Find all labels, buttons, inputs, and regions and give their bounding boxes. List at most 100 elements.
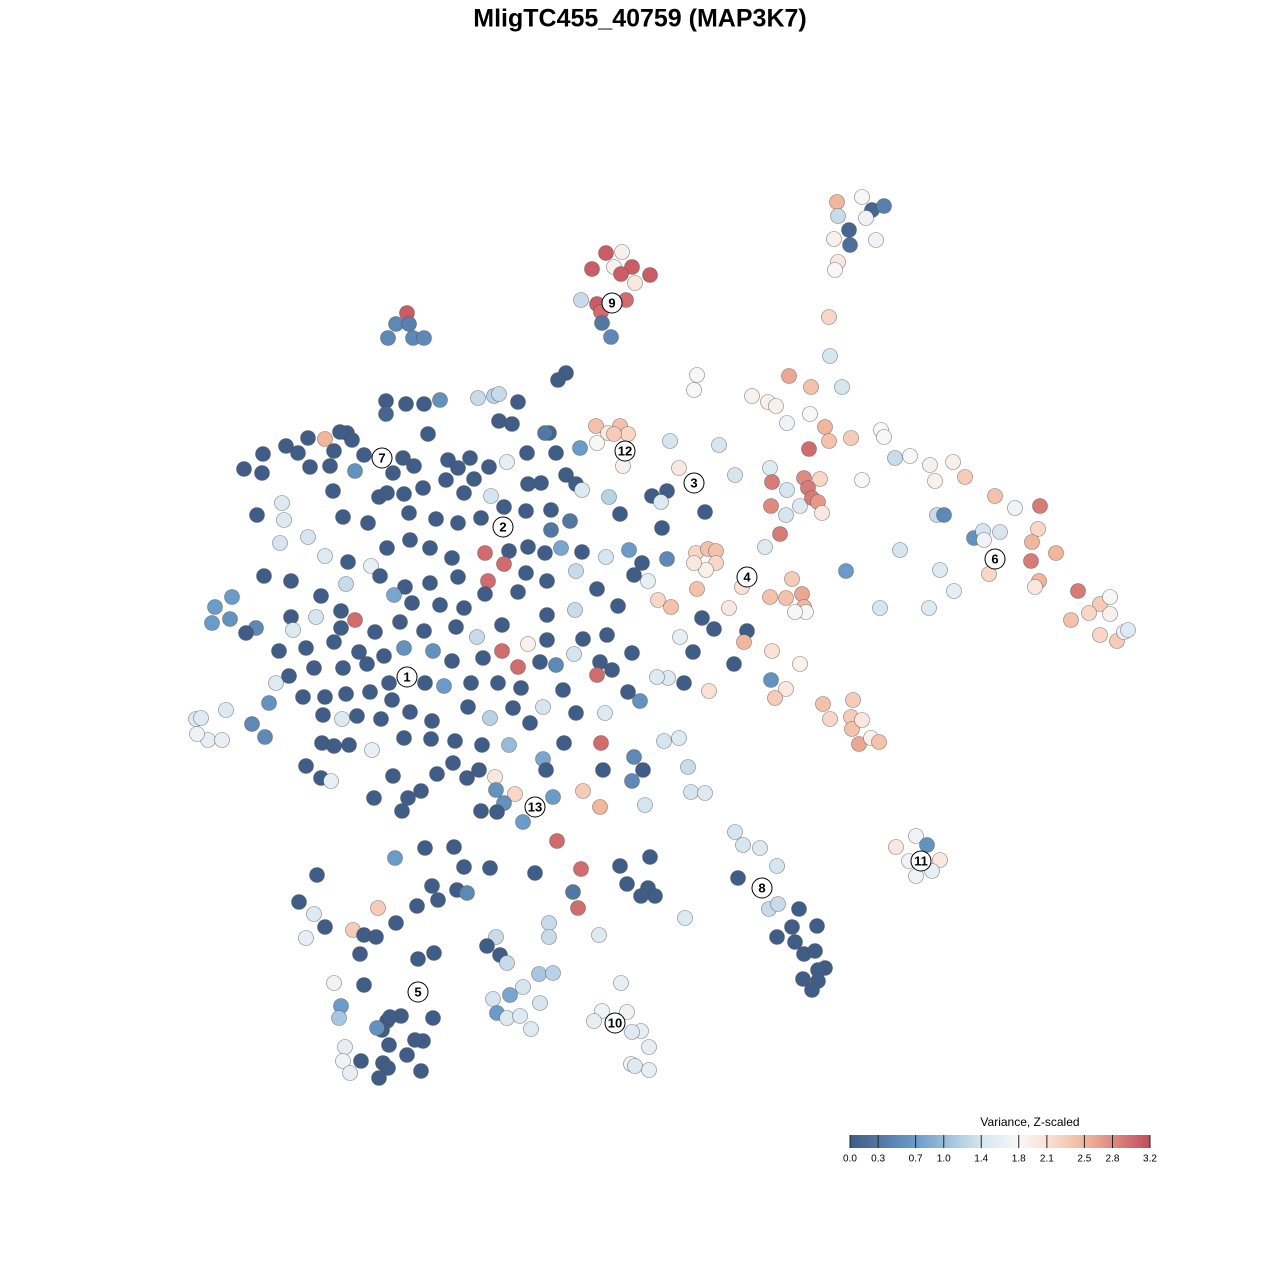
point xyxy=(791,901,807,917)
point xyxy=(620,684,636,700)
point xyxy=(340,554,356,570)
point xyxy=(353,1053,369,1069)
point xyxy=(574,544,590,560)
point xyxy=(306,660,322,676)
point xyxy=(624,1024,640,1040)
point xyxy=(344,432,360,448)
point xyxy=(505,700,521,716)
point xyxy=(992,524,1008,540)
point xyxy=(830,208,846,224)
point xyxy=(787,604,803,620)
point xyxy=(466,471,482,487)
point xyxy=(626,567,642,583)
point xyxy=(637,797,653,813)
point xyxy=(189,726,205,742)
point xyxy=(672,629,688,645)
point xyxy=(537,545,553,561)
cluster-label: 4 xyxy=(743,569,751,584)
point xyxy=(276,512,292,528)
point xyxy=(642,267,658,283)
point xyxy=(459,770,475,786)
point xyxy=(697,504,713,520)
point xyxy=(543,522,559,538)
cluster-marker xyxy=(683,472,705,494)
point xyxy=(568,563,584,579)
point xyxy=(763,672,779,688)
point xyxy=(380,1060,396,1076)
point xyxy=(483,488,499,504)
point xyxy=(779,415,795,431)
point xyxy=(385,768,401,784)
point xyxy=(624,645,640,661)
point xyxy=(272,535,288,551)
colorbar-tick-label: 1.4 xyxy=(974,1154,988,1165)
point xyxy=(845,692,861,708)
point xyxy=(591,927,607,943)
point xyxy=(378,406,394,422)
point xyxy=(295,689,311,705)
point xyxy=(624,259,640,275)
cluster-marker xyxy=(751,877,773,899)
cluster-marker xyxy=(524,796,546,818)
point xyxy=(1048,545,1064,561)
point xyxy=(491,413,507,429)
point xyxy=(300,529,316,545)
point xyxy=(325,483,341,499)
point xyxy=(640,573,656,589)
point xyxy=(589,667,605,683)
point xyxy=(317,431,333,447)
point xyxy=(887,450,903,466)
point xyxy=(543,502,559,518)
point xyxy=(556,735,572,751)
point xyxy=(727,824,743,840)
point xyxy=(822,711,838,727)
point xyxy=(566,646,582,662)
point xyxy=(331,1010,347,1026)
point xyxy=(385,465,401,481)
colorbar-tick-label: 3.2 xyxy=(1143,1154,1157,1165)
point xyxy=(302,459,318,475)
point xyxy=(814,505,830,521)
point xyxy=(463,675,479,691)
point xyxy=(381,1037,397,1053)
point xyxy=(490,675,506,691)
point xyxy=(417,675,433,691)
point xyxy=(456,600,472,616)
point xyxy=(291,894,307,910)
point xyxy=(772,526,788,542)
point xyxy=(635,762,651,778)
point xyxy=(334,711,350,727)
point xyxy=(477,545,493,561)
point xyxy=(809,918,825,934)
point xyxy=(868,232,884,248)
point xyxy=(407,1032,423,1048)
point xyxy=(513,680,529,696)
point xyxy=(689,581,705,597)
point xyxy=(919,837,935,853)
point xyxy=(549,833,565,849)
point xyxy=(522,715,538,731)
point xyxy=(574,482,590,498)
point xyxy=(488,782,504,798)
point xyxy=(400,790,416,806)
point xyxy=(671,460,687,476)
colorbar-tick-label: 2.1 xyxy=(1040,1154,1054,1165)
point xyxy=(394,803,410,819)
colorbar: 0.0 0.3 0.7 1.0 1.4 1.8 2.1 2.5 2.8 3.2 xyxy=(843,1135,1157,1165)
point xyxy=(593,735,609,751)
point xyxy=(726,656,742,672)
point xyxy=(322,458,338,474)
point xyxy=(429,766,445,782)
point xyxy=(380,330,396,346)
point xyxy=(872,600,888,616)
point xyxy=(456,859,472,875)
point xyxy=(387,850,403,866)
point xyxy=(499,454,515,470)
point xyxy=(244,716,260,732)
point xyxy=(283,609,299,625)
point xyxy=(626,749,642,765)
point xyxy=(425,1010,441,1026)
point xyxy=(315,707,331,723)
point xyxy=(614,244,630,260)
point xyxy=(356,447,372,463)
